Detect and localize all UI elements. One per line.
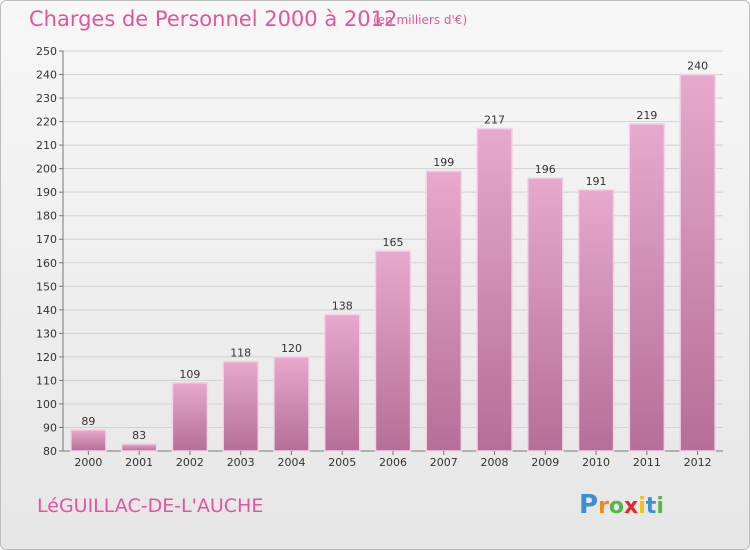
y-tick-label: 100 [36, 398, 57, 411]
x-tick-label: 2000 [74, 456, 102, 469]
value-label-2006: 165 [383, 236, 404, 249]
value-label-2004: 120 [281, 342, 302, 355]
y-tick-label: 110 [36, 374, 57, 387]
bar-2002 [171, 382, 209, 452]
proxiti-logo: Proxiti [579, 490, 664, 520]
y-tick-label: 180 [36, 210, 57, 223]
value-label-2003: 118 [230, 347, 251, 360]
y-tick-label: 130 [36, 327, 57, 340]
y-tick-label: 160 [36, 257, 57, 270]
chart-title: Charges de Personnel 2000 à 2012 [29, 7, 398, 31]
x-tick-label: 2008 [481, 456, 509, 469]
commune-name: LéGUILLAC-DE-L'AUCHE [37, 495, 264, 517]
y-tick-label: 230 [36, 92, 57, 105]
bar-2003 [222, 360, 259, 452]
x-tick-label: 2009 [531, 456, 559, 469]
y-tick-label: 190 [36, 186, 57, 199]
value-label-2010: 191 [586, 175, 607, 188]
y-tick-label: 210 [36, 139, 57, 152]
bar-2001 [120, 443, 158, 452]
value-label-2005: 138 [332, 300, 353, 313]
bar-2004 [273, 356, 310, 452]
x-tick-label: 2005 [328, 456, 356, 469]
bar-2011 [628, 123, 666, 452]
value-labels: 89 83 109 118 120 138 165 199 217 196 191 219 240 [81, 60, 708, 442]
value-label-2002: 109 [179, 368, 200, 381]
y-tick-label: 200 [36, 163, 57, 176]
bar-2008 [476, 127, 513, 452]
x-tick-label: 2002 [176, 456, 204, 469]
x-tick-label: 2012 [684, 456, 712, 469]
y-tick-label: 170 [36, 233, 57, 246]
y-tick-label: 240 [36, 69, 57, 82]
x-tick-label: 2010 [582, 456, 610, 469]
y-tick-label: 120 [36, 351, 57, 364]
bar-2000 [70, 429, 107, 452]
chart-unit-subtitle: (en milliers d'€) [373, 13, 468, 27]
y-tick-label: 140 [36, 304, 57, 317]
y-tick-labels: 80 90 100 110 120 130 140 150 160 170 180 190 200 210… [36, 45, 57, 458]
y-tick-label: 250 [36, 45, 57, 58]
value-label-2009: 196 [535, 163, 556, 176]
bar-2012 [679, 73, 716, 452]
x-tick-label: 2007 [430, 456, 458, 469]
x-tick-label: 2003 [227, 456, 255, 469]
value-label-2007: 199 [433, 156, 454, 169]
bar-2010 [577, 189, 615, 452]
x-tick-label: 2011 [633, 456, 661, 469]
x-tick-label: 2004 [277, 456, 305, 469]
value-label-2000: 89 [81, 415, 95, 428]
y-tick-label: 80 [43, 445, 57, 458]
y-tick-label: 150 [36, 280, 57, 293]
value-label-2012: 240 [687, 60, 708, 73]
value-label-2011: 219 [636, 109, 657, 122]
bar-2006 [374, 250, 412, 452]
value-label-2001: 83 [132, 429, 146, 442]
bar-2007 [425, 170, 463, 452]
y-tick-label: 220 [36, 116, 57, 129]
bar-2009 [527, 177, 564, 452]
x-tick-labels: 2000 2001 2002 2003 2004 2005 2006 2007 2008 2009… [74, 451, 712, 469]
bar-2005 [323, 313, 361, 452]
value-label-2008: 217 [484, 114, 505, 127]
x-tick-label: 2006 [379, 456, 407, 469]
y-tick-label: 90 [43, 421, 57, 434]
x-tick-label: 2001 [125, 456, 153, 469]
